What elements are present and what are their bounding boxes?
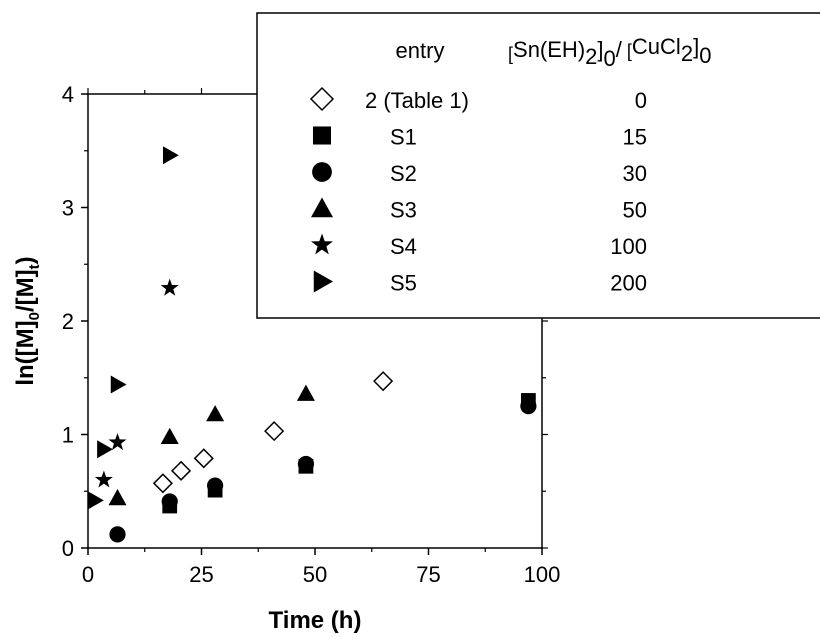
- x-tick-label: 100: [524, 562, 561, 587]
- legend-series-ratio: 30: [623, 161, 647, 186]
- legend-series-name: S1: [390, 125, 417, 150]
- series-s4: [94, 278, 179, 488]
- legend-header-ratio: [Sn(EH)2]0/ [CuCl2]0: [508, 34, 711, 71]
- circle-point: [297, 455, 315, 473]
- x-tick-label: 25: [189, 562, 213, 587]
- series-s5: [88, 146, 179, 510]
- legend-series-name: 2 (Table 1): [365, 88, 469, 113]
- legend-item: S4 100: [311, 233, 647, 259]
- legend-series-name: S4: [390, 234, 417, 259]
- star-point: [108, 433, 127, 451]
- triangle-up-point: [296, 384, 315, 401]
- data-points: [88, 146, 537, 543]
- circle-point: [207, 477, 224, 494]
- circle-point: [109, 526, 126, 543]
- legend-item: S1 15: [312, 125, 647, 150]
- x-tick-label: 75: [416, 562, 440, 587]
- legend-header-entry: entry: [396, 38, 445, 63]
- legend-series-ratio: 100: [610, 234, 647, 259]
- y-axis-title-text: ln([M]0/[M]t): [12, 256, 43, 385]
- circle-legend-icon: [312, 162, 332, 182]
- triangle-right-point: [88, 491, 104, 510]
- y-tick-label: 0: [62, 536, 74, 561]
- open-diamond-point: [171, 460, 192, 481]
- star-point: [94, 470, 113, 488]
- triangle-up-point: [160, 427, 179, 444]
- open-diamond-point: [193, 448, 214, 469]
- legend-series-name: S5: [390, 271, 417, 296]
- y-tick-label: 4: [62, 82, 74, 107]
- legend-series-ratio: 50: [623, 198, 647, 223]
- open-diamond-point: [152, 473, 173, 494]
- legend-box: [256, 12, 820, 319]
- x-tick-label: 0: [82, 562, 94, 587]
- star-point: [160, 278, 179, 296]
- series-s2: [109, 398, 537, 543]
- legend-series-ratio: 0: [635, 88, 647, 113]
- y-tick-label: 3: [62, 196, 74, 221]
- y-tick-label: 1: [62, 423, 74, 448]
- square-legend-icon: [312, 126, 332, 145]
- triangle-up-point: [108, 489, 127, 506]
- triangle-up-point: [206, 405, 225, 422]
- legend-item: 2 (Table 1) 0: [309, 86, 647, 113]
- open-diamond-legend-icon: [309, 86, 335, 112]
- triangle-right-point: [110, 375, 127, 394]
- series-2-table-1-: [152, 371, 394, 494]
- legend-item: S3 50: [311, 197, 647, 223]
- legend-series-name: S2: [390, 161, 417, 186]
- star-legend-icon: [311, 233, 333, 255]
- legend-series-ratio: 200: [610, 271, 647, 296]
- legend-series-name: S3: [390, 198, 417, 223]
- triangle-right-point: [97, 440, 113, 459]
- legend-series-ratio: 15: [623, 125, 647, 150]
- circle-point: [520, 398, 537, 415]
- open-diamond-point: [373, 371, 394, 392]
- x-tick-label: 50: [303, 562, 327, 587]
- series-s3: [108, 384, 315, 506]
- triangle-right-point: [162, 146, 179, 165]
- legend: entry [Sn(EH)2]0/ [CuCl2]0 2 (Table 1) 0 S1 1…: [256, 12, 820, 319]
- triangle-up-legend-icon: [311, 197, 333, 218]
- y-tick-label: 2: [62, 309, 74, 334]
- y-axis-title: ln([M]0/[M]t): [12, 256, 43, 385]
- legend-item: S5 200: [313, 270, 647, 296]
- open-diamond-point: [264, 421, 285, 442]
- legend-item: S2 30: [312, 161, 647, 186]
- x-axis-title: Time (h): [269, 607, 362, 634]
- triangle-right-legend-icon: [313, 270, 333, 293]
- circle-point: [161, 493, 178, 510]
